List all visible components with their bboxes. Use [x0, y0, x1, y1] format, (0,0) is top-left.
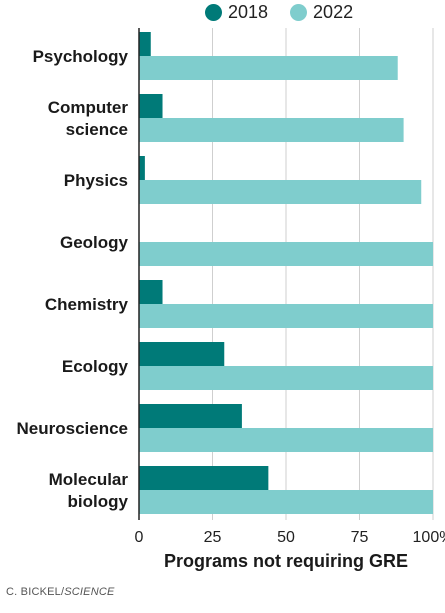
category-label-neuroscience: Neuroscience — [17, 419, 129, 438]
category-label-chemistry: Chemistry — [45, 295, 129, 314]
category-label-line: Ecology — [62, 357, 129, 376]
x-tick-label-25: 25 — [204, 529, 222, 546]
category-label-line: Molecular — [49, 470, 129, 489]
legend: 2018 2022 — [205, 2, 375, 23]
bar-2018-psychology — [139, 32, 151, 56]
credit-author: C. BICKEL/ — [6, 586, 65, 598]
category-label-line: science — [66, 120, 128, 139]
bar-2018-physics — [139, 156, 145, 180]
category-label-physics: Physics — [64, 171, 128, 190]
category-label-line: Geology — [60, 233, 129, 252]
legend-item-2022: 2022 — [290, 2, 353, 23]
bar-2022-ecology — [139, 366, 433, 390]
bar-2018-neuroscience — [139, 404, 242, 428]
category-label-line: Chemistry — [45, 295, 129, 314]
category-label-computer-science: Computer science — [48, 98, 129, 139]
bar-2022-geology — [139, 242, 433, 266]
bar-2022-molecular-biology — [139, 490, 433, 514]
legend-swatch-2018 — [205, 4, 222, 21]
category-label-ecology: Ecology — [62, 357, 129, 376]
category-label-line: Physics — [64, 171, 128, 190]
category-label-geology: Geology — [60, 233, 129, 252]
bar-2022-computer-science — [139, 118, 404, 142]
category-label-line: Computer — [48, 98, 129, 117]
bar-2022-chemistry — [139, 304, 433, 328]
bar-2018-molecular-biology — [139, 466, 269, 490]
bar-2018-ecology — [139, 342, 225, 366]
category-label-line: Psychology — [33, 47, 129, 66]
bar-2022-physics — [139, 180, 422, 204]
category-label-psychology: Psychology — [33, 47, 129, 66]
category-label-line: biology — [68, 492, 129, 511]
x-tick-label-0: 0 — [135, 529, 144, 546]
x-tick-label-100: 100% — [413, 529, 445, 546]
credit-source: SCIENCE — [64, 586, 115, 598]
legend-swatch-2022 — [290, 4, 308, 21]
legend-label-2018: 2018 — [228, 2, 269, 22]
category-label-line: Neuroscience — [17, 419, 129, 438]
x-tick-label-50: 50 — [277, 529, 295, 546]
legend-item-2018: 2018 — [205, 2, 268, 23]
bar-2018-chemistry — [139, 280, 163, 304]
category-label-molecular-biology: Molecular biology — [49, 470, 129, 511]
bar-chart: 0 25 50 75 100% Psychology Computer science Phys… — [17, 28, 445, 571]
x-tick-label-75: 75 — [351, 529, 369, 546]
credit-line: C. BICKEL/SCIENCE — [6, 586, 115, 598]
bar-2018-computer-science — [139, 94, 163, 118]
legend-label-2022: 2022 — [313, 2, 354, 22]
bar-2022-neuroscience — [139, 428, 433, 452]
x-axis-title: Programs not requiring GRE — [164, 551, 408, 571]
bar-2022-psychology — [139, 56, 398, 80]
